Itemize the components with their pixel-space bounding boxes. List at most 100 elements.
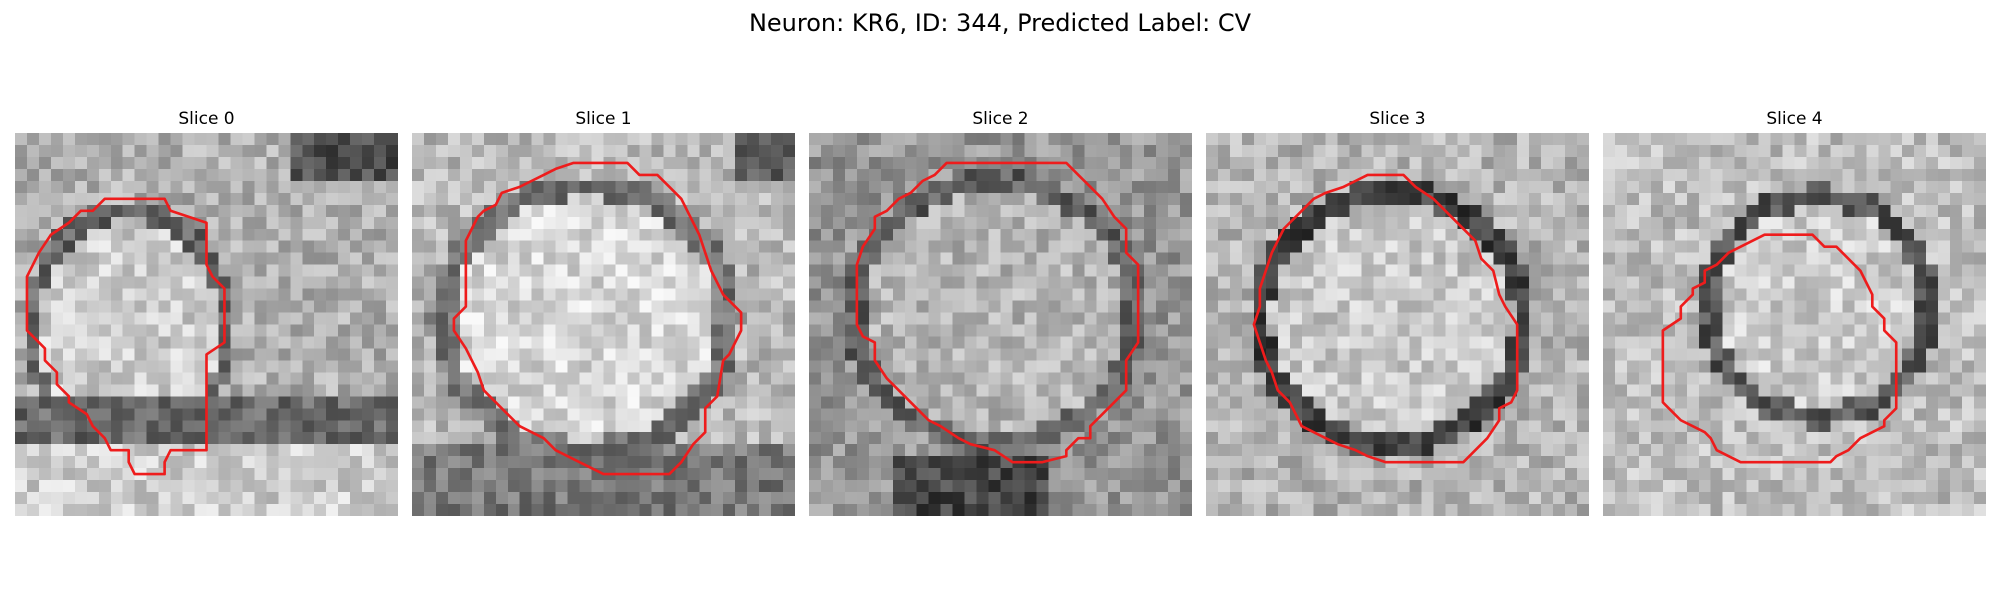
image-pixel bbox=[483, 288, 497, 301]
image-pixel bbox=[856, 276, 870, 289]
image-pixel bbox=[759, 240, 772, 253]
image-pixel bbox=[1253, 180, 1267, 194]
image-pixel bbox=[1048, 480, 1061, 493]
image-pixel bbox=[1541, 168, 1554, 182]
image-pixel bbox=[194, 336, 207, 349]
image-pixel bbox=[1818, 360, 1831, 373]
image-pixel bbox=[170, 396, 183, 409]
image-pixel bbox=[1241, 324, 1255, 337]
image-pixel bbox=[1337, 240, 1350, 253]
image-pixel bbox=[374, 156, 387, 170]
image-pixel bbox=[1553, 228, 1566, 241]
image-pixel bbox=[1890, 252, 1903, 265]
image-pixel bbox=[928, 468, 941, 481]
image-pixel bbox=[1866, 384, 1879, 397]
image-pixel bbox=[1000, 133, 1013, 146]
image-pixel bbox=[266, 456, 279, 469]
image-pixel bbox=[290, 372, 303, 385]
image-pixel bbox=[1409, 300, 1422, 313]
image-pixel bbox=[1469, 276, 1482, 289]
image-pixel bbox=[952, 312, 965, 325]
image-pixel bbox=[1481, 372, 1494, 385]
image-pixel bbox=[543, 288, 556, 301]
image-pixel bbox=[447, 384, 461, 397]
image-pixel bbox=[1457, 492, 1470, 505]
image-pixel bbox=[1722, 144, 1735, 158]
image-pixel bbox=[976, 288, 989, 301]
image-pixel bbox=[1553, 384, 1566, 397]
image-pixel bbox=[1241, 264, 1255, 277]
image-pixel bbox=[627, 324, 640, 337]
image-pixel bbox=[809, 276, 822, 289]
image-pixel bbox=[809, 468, 822, 481]
image-pixel bbox=[1144, 396, 1157, 409]
image-pixel bbox=[639, 264, 652, 277]
image-pixel bbox=[1565, 300, 1578, 313]
image-pixel bbox=[170, 156, 183, 170]
image-pixel bbox=[1782, 420, 1795, 433]
image-pixel bbox=[386, 204, 398, 218]
image-pixel bbox=[1830, 396, 1843, 409]
image-pixel bbox=[1818, 396, 1831, 409]
image-pixel bbox=[1926, 300, 1939, 313]
image-pixel bbox=[338, 240, 351, 253]
image-pixel bbox=[1914, 216, 1927, 229]
image-pixel bbox=[687, 168, 700, 182]
image-pixel bbox=[1770, 216, 1783, 229]
image-pixel bbox=[940, 252, 953, 265]
image-pixel bbox=[158, 396, 171, 409]
image-pixel bbox=[1674, 336, 1688, 349]
image-pixel bbox=[1241, 252, 1255, 265]
image-pixel bbox=[350, 492, 363, 505]
image-pixel bbox=[820, 312, 834, 325]
image-pixel bbox=[471, 192, 485, 206]
image-pixel bbox=[1217, 312, 1231, 325]
image-pixel bbox=[98, 204, 111, 218]
image-pixel bbox=[218, 192, 231, 206]
image-pixel bbox=[374, 396, 387, 409]
image-pixel bbox=[170, 240, 183, 253]
image-pixel bbox=[567, 180, 580, 194]
image-pixel bbox=[1361, 180, 1374, 194]
image-pixel bbox=[844, 300, 858, 313]
image-pixel bbox=[868, 288, 882, 301]
image-pixel bbox=[266, 240, 279, 253]
image-pixel bbox=[904, 504, 917, 516]
image-pixel bbox=[1541, 324, 1554, 337]
image-pixel bbox=[1818, 216, 1831, 229]
image-pixel bbox=[1818, 372, 1831, 385]
image-pixel bbox=[663, 456, 676, 469]
image-pixel bbox=[1734, 156, 1747, 170]
image-pixel bbox=[844, 372, 858, 385]
image-pixel bbox=[868, 420, 882, 433]
image-pixel bbox=[1120, 504, 1133, 516]
image-pixel bbox=[844, 216, 858, 229]
image-pixel bbox=[1349, 504, 1362, 516]
image-pixel bbox=[543, 156, 556, 170]
image-pixel bbox=[1120, 408, 1133, 421]
image-pixel bbox=[435, 408, 449, 421]
image-pixel bbox=[1060, 252, 1073, 265]
image-pixel bbox=[1638, 384, 1652, 397]
image-pixel bbox=[1698, 408, 1711, 421]
image-pixel bbox=[1854, 384, 1867, 397]
image-pixel bbox=[26, 156, 40, 170]
image-pixel bbox=[1830, 408, 1843, 421]
slice-image bbox=[412, 133, 795, 516]
image-pixel bbox=[615, 216, 628, 229]
image-pixel bbox=[302, 300, 315, 313]
image-pixel bbox=[1505, 133, 1518, 146]
image-pixel bbox=[38, 276, 52, 289]
image-pixel bbox=[1758, 180, 1771, 194]
image-pixel bbox=[38, 312, 52, 325]
image-pixel bbox=[1710, 264, 1723, 277]
image-pixel bbox=[507, 156, 520, 170]
image-pixel bbox=[747, 276, 760, 289]
image-pixel bbox=[15, 240, 28, 253]
image-pixel bbox=[1108, 240, 1121, 253]
image-pixel bbox=[820, 420, 834, 433]
image-pixel bbox=[15, 408, 28, 421]
image-pixel bbox=[928, 133, 941, 146]
image-pixel bbox=[663, 360, 676, 373]
image-pixel bbox=[663, 252, 676, 265]
